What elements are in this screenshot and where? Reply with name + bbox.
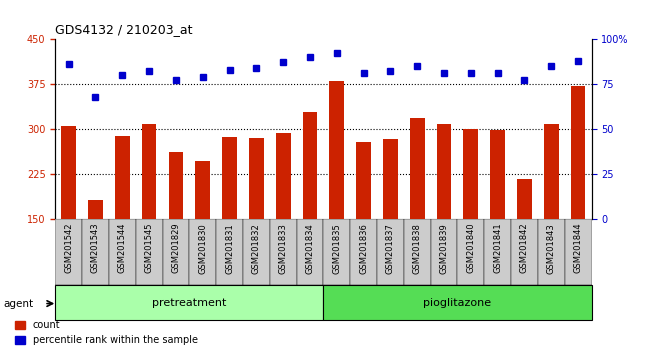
Bar	[463, 129, 478, 219]
Bar	[61, 126, 76, 219]
Text: GSM201544: GSM201544	[118, 223, 127, 273]
Bar	[458, 219, 484, 285]
Bar	[324, 285, 592, 320]
Bar	[324, 219, 350, 285]
Bar	[109, 219, 136, 285]
Text: GSM201833: GSM201833	[279, 223, 288, 274]
Bar	[430, 219, 458, 285]
Bar	[136, 219, 162, 285]
Bar	[544, 124, 558, 219]
Bar	[484, 219, 511, 285]
Bar	[517, 178, 532, 219]
Text: GSM201839: GSM201839	[439, 223, 448, 274]
Bar	[330, 81, 344, 219]
Text: GSM201829: GSM201829	[172, 223, 181, 273]
Text: GSM201841: GSM201841	[493, 223, 502, 273]
Bar	[196, 160, 210, 219]
Text: GSM201837: GSM201837	[386, 223, 395, 274]
Bar	[437, 124, 451, 219]
Text: GSM201836: GSM201836	[359, 223, 368, 274]
Text: agent: agent	[3, 299, 33, 309]
Bar	[55, 219, 82, 285]
Bar	[538, 219, 565, 285]
Bar	[276, 133, 291, 219]
Bar	[115, 136, 129, 219]
Bar	[189, 219, 216, 285]
Bar	[222, 137, 237, 219]
Text: GSM201830: GSM201830	[198, 223, 207, 274]
Bar	[490, 130, 505, 219]
Bar	[296, 219, 324, 285]
Bar	[216, 219, 243, 285]
Bar	[162, 219, 189, 285]
Text: GSM201840: GSM201840	[466, 223, 475, 273]
Text: GSM201834: GSM201834	[306, 223, 315, 274]
Text: GSM201842: GSM201842	[520, 223, 529, 273]
Bar	[243, 219, 270, 285]
Text: pioglitazone: pioglitazone	[423, 298, 491, 308]
Text: GSM201831: GSM201831	[225, 223, 234, 274]
Text: GSM201843: GSM201843	[547, 223, 556, 274]
Bar	[270, 219, 296, 285]
Bar	[168, 152, 183, 219]
Bar	[404, 219, 430, 285]
Bar	[571, 86, 586, 219]
Bar	[383, 139, 398, 219]
Bar	[377, 219, 404, 285]
Bar	[303, 112, 317, 219]
Text: GSM201545: GSM201545	[144, 223, 153, 273]
Text: GSM201543: GSM201543	[91, 223, 100, 273]
Bar	[142, 124, 157, 219]
Text: pretreatment: pretreatment	[152, 298, 226, 308]
Bar	[88, 200, 103, 219]
Text: GDS4132 / 210203_at: GDS4132 / 210203_at	[55, 23, 193, 36]
Legend: count, percentile rank within the sample: count, percentile rank within the sample	[11, 316, 202, 349]
Bar	[55, 285, 324, 320]
Bar	[511, 219, 538, 285]
Text: GSM201835: GSM201835	[332, 223, 341, 274]
Text: GSM201542: GSM201542	[64, 223, 73, 273]
Bar	[410, 118, 424, 219]
Text: GSM201832: GSM201832	[252, 223, 261, 274]
Bar	[565, 219, 592, 285]
Bar	[350, 219, 377, 285]
Bar	[356, 142, 371, 219]
Text: GSM201844: GSM201844	[573, 223, 582, 273]
Text: GSM201838: GSM201838	[413, 223, 422, 274]
Bar	[82, 219, 109, 285]
Bar	[249, 138, 264, 219]
